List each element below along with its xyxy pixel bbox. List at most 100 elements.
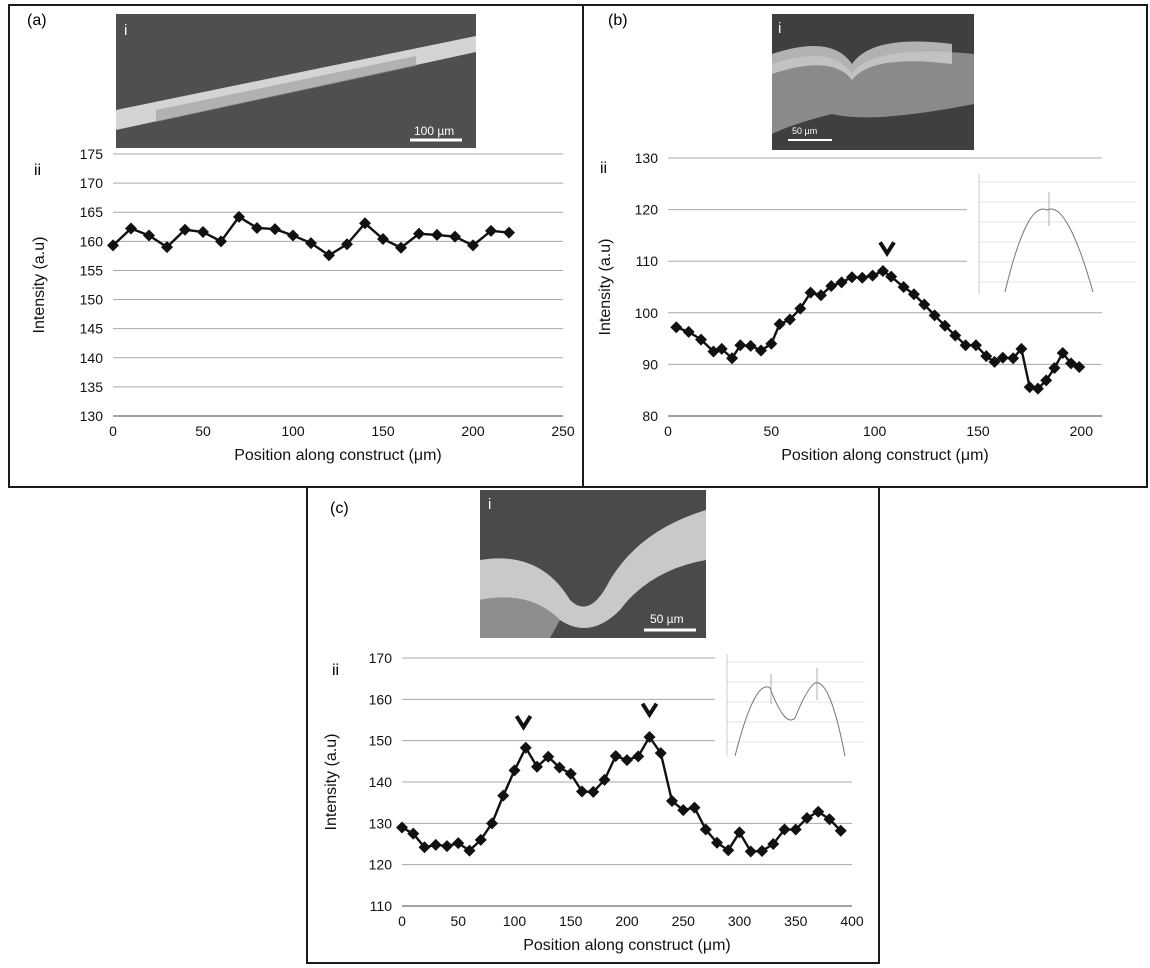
data-point xyxy=(553,761,566,774)
y-tick-label: 165 xyxy=(80,204,104,220)
data-point xyxy=(413,227,425,240)
x-tick-label: 150 xyxy=(371,423,395,439)
image-index: i xyxy=(124,22,128,39)
data-point xyxy=(179,223,191,236)
data-point xyxy=(452,837,465,850)
y-tick-label: 155 xyxy=(80,262,104,278)
data-point xyxy=(756,845,768,858)
data-point xyxy=(812,805,825,818)
data-point xyxy=(418,841,431,854)
data-point xyxy=(632,750,645,763)
data-point xyxy=(699,823,712,836)
y-tick-label: 135 xyxy=(80,379,104,395)
sub-label: ii xyxy=(34,162,42,179)
micrograph-image: i 50 µm xyxy=(480,490,706,638)
scale-bar-label: 50 µm xyxy=(650,612,684,626)
data-point xyxy=(377,233,389,246)
data-point xyxy=(449,230,461,243)
inset-chart xyxy=(715,648,865,768)
panel-label: (a) xyxy=(27,12,47,29)
y-tick-label: 130 xyxy=(80,408,104,424)
y-tick-label: 80 xyxy=(642,408,658,424)
data-point xyxy=(576,785,588,798)
y-tick-label: 130 xyxy=(635,150,659,166)
y-axis-title: Intensity (a.u) xyxy=(323,734,340,831)
sub-label: ii xyxy=(600,160,608,177)
y-tick-label: 140 xyxy=(369,774,393,790)
panel-label: (b) xyxy=(608,12,628,29)
data-point xyxy=(789,823,802,836)
data-point xyxy=(835,276,848,289)
data-point xyxy=(928,309,941,322)
x-tick-label: 0 xyxy=(664,423,672,439)
y-tick-label: 110 xyxy=(636,253,659,269)
data-point xyxy=(1040,374,1053,387)
data-point xyxy=(996,351,1009,364)
data-point xyxy=(621,754,633,767)
x-tick-label: 100 xyxy=(863,423,887,439)
data-point xyxy=(587,785,600,798)
data-point xyxy=(1023,381,1036,394)
x-axis-title: Position along construct (μm) xyxy=(523,937,731,954)
line-chart: 110 120 130 140 150 160 170 0 50 100 150 200 250 300 3… xyxy=(323,650,864,954)
data-point xyxy=(143,229,155,242)
data-point xyxy=(918,298,931,311)
x-tick-label: 300 xyxy=(728,913,752,929)
data-point xyxy=(269,223,281,236)
data-point xyxy=(688,801,701,814)
x-tick-label: 250 xyxy=(672,913,696,929)
data-point xyxy=(341,238,353,251)
x-tick-label: 50 xyxy=(195,423,211,439)
panel-a: (a) i 100 µm ii 130 135 140 145 150 155 160 165… xyxy=(8,4,584,488)
data-point xyxy=(654,747,667,760)
data-point xyxy=(125,222,137,235)
data-point xyxy=(733,826,746,839)
data-point xyxy=(722,844,735,857)
data-point xyxy=(251,221,263,234)
data-point xyxy=(666,795,678,808)
x-tick-label: 200 xyxy=(1070,423,1094,439)
data-point xyxy=(866,269,879,282)
data-point xyxy=(715,342,728,355)
peak-marker xyxy=(514,714,533,731)
peak-marker xyxy=(640,702,659,719)
data-point xyxy=(441,840,453,853)
data-point xyxy=(1031,382,1044,395)
data-point xyxy=(794,302,807,315)
data-point xyxy=(980,350,993,363)
data-point xyxy=(503,226,515,239)
y-tick-label: 90 xyxy=(642,356,658,372)
data-point xyxy=(463,844,476,857)
x-tick-label: 100 xyxy=(503,913,527,929)
micrograph-graphic xyxy=(116,14,476,148)
image-index: i xyxy=(778,20,782,37)
data-point xyxy=(670,321,683,334)
y-tick-label: 140 xyxy=(80,350,104,366)
data-point xyxy=(508,764,521,777)
y-tick-label: 160 xyxy=(80,233,104,249)
x-tick-label: 400 xyxy=(840,913,864,929)
data-point xyxy=(885,270,898,283)
data-point xyxy=(407,827,420,840)
data-point xyxy=(564,767,577,780)
x-tick-label: 250 xyxy=(551,423,575,439)
data-point xyxy=(959,339,972,352)
y-tick-label: 110 xyxy=(370,898,393,914)
data-point xyxy=(486,817,498,830)
data-point xyxy=(519,741,532,754)
y-tick-label: 150 xyxy=(369,733,393,749)
micrograph-graphic xyxy=(772,14,974,150)
data-point xyxy=(287,229,299,242)
data-point xyxy=(726,352,739,365)
data-point xyxy=(233,210,245,223)
data-point xyxy=(711,836,723,849)
y-tick-label: 100 xyxy=(635,305,659,321)
data-point xyxy=(988,355,1001,368)
micrograph-image: i 100 µm xyxy=(116,14,476,148)
data-point xyxy=(856,271,869,284)
data-point xyxy=(907,288,920,301)
data-point xyxy=(707,345,720,358)
data-point xyxy=(755,344,767,357)
data-point xyxy=(1007,352,1020,365)
data-point xyxy=(609,749,622,762)
